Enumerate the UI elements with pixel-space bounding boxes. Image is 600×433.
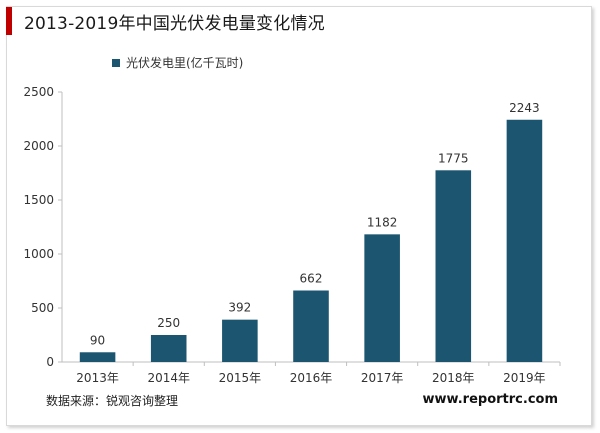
source-note: 数据来源：锐观咨询整理 <box>46 394 179 408</box>
x-tick-label: 2014年 <box>147 371 190 385</box>
bar <box>435 170 472 362</box>
legend: 光伏发电里(亿千瓦时) <box>112 54 243 71</box>
x-tick-label: 2017年 <box>361 371 404 385</box>
bar <box>79 352 116 362</box>
x-tick-label: 2016年 <box>290 371 333 385</box>
website-link[interactable]: www.reportrc.com <box>422 392 558 407</box>
bar <box>222 319 258 362</box>
bar <box>293 290 329 362</box>
x-tick-label: 2013年 <box>76 371 119 385</box>
bar-data-label: 250 <box>157 316 180 330</box>
bar-data-label: 662 <box>300 272 323 286</box>
x-tick-label: 2015年 <box>219 371 262 385</box>
chart-title: 2013-2019年中国光伏发电量变化情况 <box>24 13 325 34</box>
bar <box>364 234 400 362</box>
legend-swatch <box>112 58 120 67</box>
bar-data-label: 392 <box>228 301 251 315</box>
y-tick-label: 2500 <box>23 85 54 99</box>
y-tick-label: 0 <box>46 355 54 369</box>
y-tick-label: 500 <box>31 301 54 315</box>
bar-data-label: 1182 <box>367 215 398 229</box>
bar-data-label: 90 <box>90 333 105 347</box>
y-tick-label: 2000 <box>23 139 54 153</box>
bar-data-label: 1775 <box>438 151 469 165</box>
title-bar: 2013-2019年中国光伏发电量变化情况 <box>6 6 325 36</box>
bar-data-label: 2243 <box>509 101 540 115</box>
title-accent-bar <box>6 7 12 35</box>
bar <box>150 335 187 362</box>
bar <box>506 119 543 362</box>
y-tick-label: 1000 <box>23 247 54 261</box>
y-tick-label: 1500 <box>23 193 54 207</box>
x-tick-label: 2018年 <box>432 371 475 385</box>
x-tick-label: 2019年 <box>503 371 546 385</box>
legend-label: 光伏发电里(亿千瓦时) <box>126 56 244 70</box>
